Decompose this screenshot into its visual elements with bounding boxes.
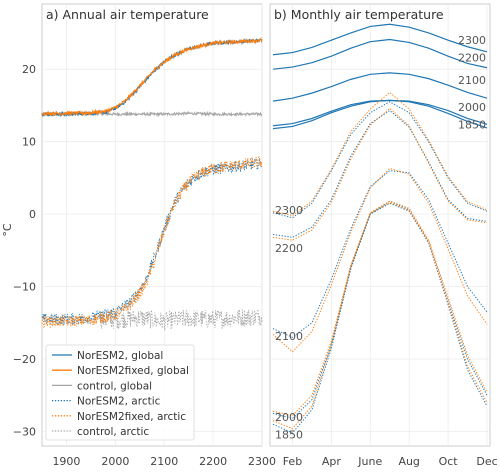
series-line-noresm2-arctic-1850 [272,202,488,434]
legend-label: NorESM2, arctic [77,396,161,408]
y-tick-label: −20 [13,353,36,366]
panel-a-annual: a) Annual air temperature 1900 2000 2100 22… [13,3,276,468]
year-label: 1850 [275,428,303,441]
x-tick-label: 2100 [150,455,178,468]
x-tick-label: June [357,455,382,468]
panel-a-series-lines [41,37,263,329]
panel-b-year-labels: 2300 2200 2100 2000 1850 2300 2200 2100 2000 1850 [275,34,486,441]
panel-a-x-ticks: 1900 2000 2100 2200 2300 [52,455,276,468]
panel-b-frame [269,3,491,447]
series-line-noresm2fixed-arctic-1850 [272,201,488,430]
series-line-noresm2-arctic-2200 [272,109,488,238]
legend-label: NorESM2fixed, global [77,365,189,377]
x-tick-label: 2200 [199,455,227,468]
year-label: 2300 [275,204,303,217]
y-tick-label: 20 [22,63,36,76]
series-line-noresm2fixed-arctic-2100 [272,167,488,353]
year-label: 2000 [275,411,303,424]
series-line-noresm2-arctic [41,158,263,325]
panel-b-x-ticks: Feb Apr June Aug Oct Dec [283,455,498,468]
year-label: 2300 [458,34,486,47]
panel-a-y-ticks: −30 −20 −10 0 10 20 [13,63,36,438]
series-line-noresm2-arctic-2100 [272,170,488,338]
year-label: 2000 [458,101,486,114]
series-line-noresm2fixed-global [41,37,263,117]
series-line-noresm2fixed-arctic-2300 [272,91,488,217]
y-axis-label: °C [1,223,14,237]
year-label: 2200 [458,52,486,65]
x-tick-label: 1900 [52,455,80,468]
panel-a-title: a) Annual air temperature [46,7,209,22]
x-tick-label: 2000 [101,455,129,468]
panel-b-series-lines [272,23,488,434]
x-tick-label: Feb [283,455,302,468]
series-line-global-2300 [272,23,488,56]
panel-a-control-lines [41,110,263,331]
panel-b-grid [270,4,490,446]
x-tick-label: Apr [322,455,342,468]
year-label: 1850 [458,118,486,131]
series-line-noresm2-arctic-2000 [272,200,488,420]
series-line-global-2100 [272,72,488,102]
series-line-noresm2-arctic-2300 [272,101,488,219]
legend-box [45,344,195,441]
legend: NorESM2, global NorESM2fixed, global contr… [45,344,195,441]
series-line-noresm2-global [41,37,263,118]
series-line-noresm2fixed-arctic-2000 [272,200,488,417]
y-tick-label: −10 [13,281,36,294]
legend-label: control, arctic [77,426,149,438]
legend-label: NorESM2fixed, arctic [77,411,186,423]
series-line-global-2000 [272,99,488,127]
x-tick-label: Aug [398,455,419,468]
series-line-global-2200 [272,38,488,70]
year-label: 2100 [275,330,303,343]
x-tick-label: Dec [476,455,497,468]
x-tick-label: Oct [439,455,459,468]
legend-label: NorESM2, global [77,350,163,362]
legend-label: control, global [77,380,152,392]
series-line-noresm2fixed-arctic-2200 [272,107,488,241]
y-tick-label: −30 [13,426,36,439]
series-line-control-arctic [100,309,263,331]
panel-b-monthly: b) Monthly air temperature Feb Apr June Aug… [269,3,498,468]
panel-b-title: b) Monthly air temperature [274,7,444,22]
y-tick-label: 10 [22,136,36,149]
y-tick-label: 0 [29,208,36,221]
year-label: 2100 [458,74,486,87]
x-tick-label: 2300 [248,455,276,468]
series-line-global-1850 [272,99,488,130]
series-line-noresm2fixed-arctic [41,156,263,329]
year-label: 2200 [275,242,303,255]
